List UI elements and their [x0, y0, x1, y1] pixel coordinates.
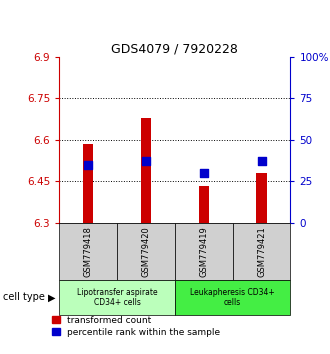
Text: GSM779419: GSM779419 — [199, 226, 208, 277]
Point — [259, 159, 264, 164]
Bar — [83, 144, 93, 223]
Text: ▶: ▶ — [48, 292, 55, 302]
Legend: transformed count, percentile rank within the sample: transformed count, percentile rank withi… — [52, 316, 220, 337]
Bar — [233, 223, 290, 280]
Text: Lipotransfer aspirate
CD34+ cells: Lipotransfer aspirate CD34+ cells — [77, 288, 157, 307]
Bar — [141, 118, 151, 223]
Text: cell type: cell type — [3, 292, 45, 302]
Text: Leukapheresis CD34+
cells: Leukapheresis CD34+ cells — [190, 288, 275, 307]
Bar — [256, 173, 267, 223]
Text: GSM779418: GSM779418 — [84, 226, 93, 277]
Bar — [175, 280, 290, 315]
Bar — [59, 280, 175, 315]
Point — [201, 170, 207, 176]
Bar — [199, 185, 209, 223]
Bar — [59, 223, 117, 280]
Bar — [175, 223, 233, 280]
Text: GSM779420: GSM779420 — [142, 226, 150, 277]
Point — [143, 159, 148, 164]
Point — [85, 162, 91, 168]
Title: GDS4079 / 7920228: GDS4079 / 7920228 — [112, 42, 238, 56]
Bar — [117, 223, 175, 280]
Text: GSM779421: GSM779421 — [257, 226, 266, 277]
